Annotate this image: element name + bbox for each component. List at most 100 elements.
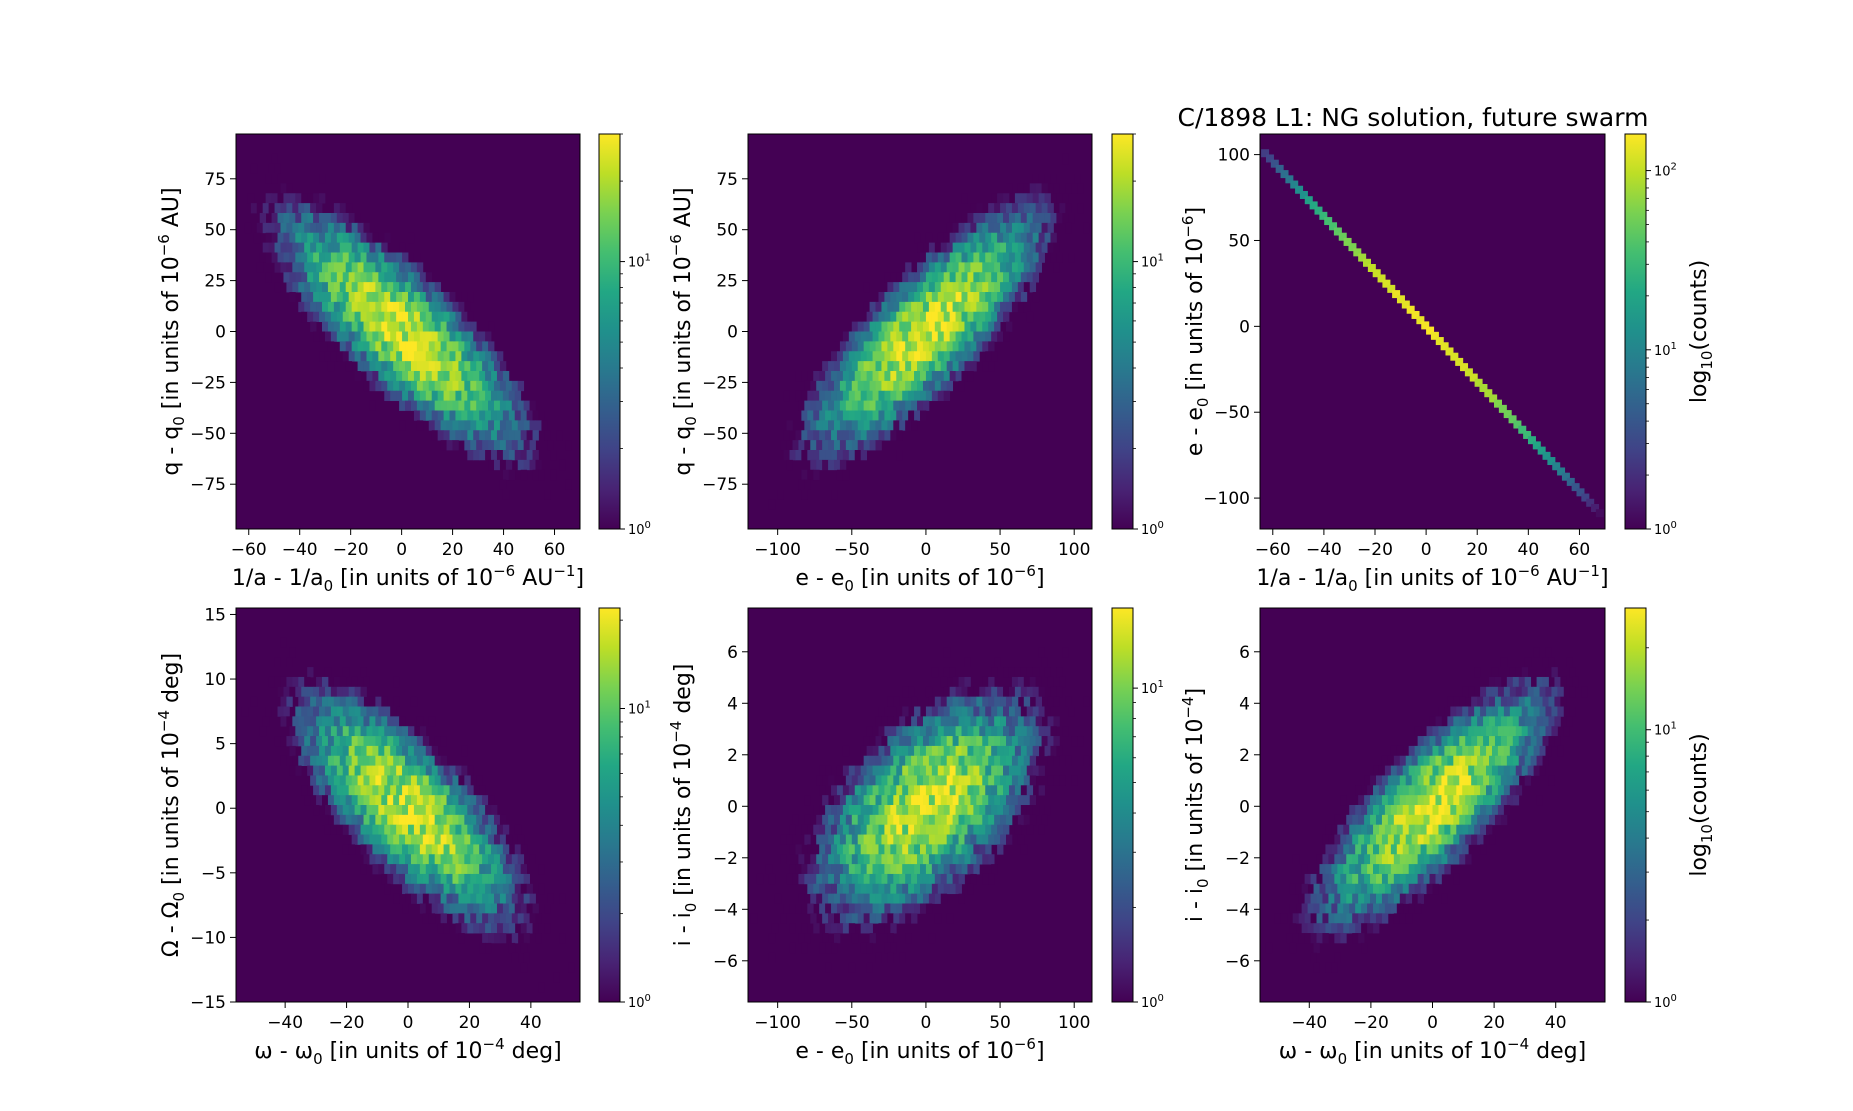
- hexbin-cell: [819, 785, 826, 796]
- hexbin-cell: [1468, 706, 1475, 717]
- hexbin-cell: [949, 667, 956, 678]
- hexbin-cell: [1426, 805, 1433, 816]
- hexbin-cell: [1447, 775, 1454, 786]
- hexbin-cell: [1489, 394, 1498, 403]
- hexbin-cell: [922, 341, 930, 352]
- hexbin-cell: [1581, 493, 1590, 502]
- hexbin-cell: [1340, 913, 1347, 924]
- hexbin-cell: [366, 371, 373, 382]
- hexbin-cell: [494, 873, 501, 885]
- hexbin-cell: [958, 893, 965, 904]
- hexbin-cell: [917, 242, 924, 253]
- hexbin-cell: [413, 292, 421, 303]
- hexbin-cell: [446, 400, 453, 411]
- hexbin-cell: [455, 864, 462, 875]
- hexbin-cell: [520, 903, 528, 914]
- hexbin-cell: [866, 351, 873, 362]
- hexbin-cell: [393, 282, 400, 293]
- hexbin-cell: [899, 321, 906, 332]
- hexbin-cell: [854, 824, 862, 835]
- hexbin-cell: [789, 450, 796, 461]
- hexbin-cell: [428, 361, 436, 372]
- hexbin-cell: [801, 824, 808, 835]
- hexbin-cell: [428, 775, 436, 786]
- hexbin-cell: [363, 222, 370, 234]
- hexbin-cell: [1500, 657, 1508, 668]
- hexbin-cell: [1441, 775, 1448, 786]
- hexbin-cell: [1026, 765, 1034, 776]
- hexbin-cell: [1469, 373, 1478, 382]
- hexbin-cell: [1414, 864, 1422, 875]
- hexbin-cell: [920, 331, 927, 342]
- hexbin-cell: [390, 844, 397, 855]
- hexbin-cell: [1358, 814, 1365, 826]
- hexbin-cell: [1512, 716, 1520, 727]
- hexbin-cell: [1438, 864, 1445, 875]
- hexbin-cell: [1426, 864, 1433, 875]
- hexbin-cell: [890, 824, 897, 835]
- hexbin-cell: [914, 805, 921, 816]
- hexbin-cell: [390, 726, 397, 737]
- hexbin-cell: [810, 913, 817, 924]
- hexbin-cell: [875, 913, 882, 924]
- hexbin-cell: [464, 873, 471, 885]
- hexbin-cell: [816, 893, 823, 904]
- hexbin-cell: [482, 795, 489, 806]
- x-tick-label: −40: [1306, 540, 1342, 560]
- hexbin-cell: [1352, 933, 1359, 944]
- hexbin-cell: [301, 706, 308, 717]
- hexbin-cell: [286, 696, 293, 707]
- hexbin-cell: [970, 854, 977, 865]
- hexbin-cell: [964, 676, 971, 688]
- hexbin-cell: [976, 716, 983, 727]
- hexbin-cell: [991, 686, 998, 698]
- hexbin-cell: [307, 706, 314, 717]
- hexbin-cell: [517, 400, 525, 411]
- hexbin-cell: [384, 252, 391, 263]
- hexbin-cell: [866, 765, 873, 776]
- hexbin-cell: [890, 292, 897, 303]
- hexbin-cell: [1340, 873, 1347, 885]
- colorbar-tick-label: 101: [628, 700, 651, 718]
- hexbin-cell: [878, 311, 885, 323]
- x-tick-label: 40: [520, 1013, 542, 1033]
- hexbin-cell: [1509, 686, 1517, 698]
- hexbin-cell: [1355, 844, 1362, 855]
- hexbin-cell: [902, 765, 909, 776]
- hexbin-cell: [455, 765, 462, 776]
- hexbin-cell: [485, 903, 492, 914]
- hexbin-cell: [872, 903, 879, 914]
- hexbin-cell: [1536, 696, 1543, 707]
- hexbin-cell: [1435, 795, 1442, 806]
- hexbin-cell: [384, 745, 391, 757]
- hexbin-cell: [902, 706, 909, 717]
- hexbin-cell: [1375, 893, 1383, 904]
- hexbin-cell: [988, 676, 995, 688]
- hexbin-cell: [1423, 795, 1430, 806]
- hexbin-cell: [1471, 716, 1478, 727]
- hexbin-cell: [949, 371, 956, 382]
- hexbin-cell: [848, 824, 856, 835]
- hexbin-cell: [991, 864, 998, 875]
- hexbin-cell: [538, 469, 545, 481]
- hexbin-cell: [476, 400, 483, 411]
- hexbin-cell: [917, 301, 924, 313]
- hexbin-cell: [310, 203, 317, 214]
- y-tick-label: −50: [190, 424, 226, 444]
- hexbin-cell: [783, 903, 790, 914]
- hexbin-cell: [997, 824, 1004, 835]
- hexbin-cell: [437, 844, 444, 855]
- hexbin-cell: [1047, 676, 1054, 688]
- hexbin-cell: [485, 430, 492, 441]
- hexbin-cell: [402, 390, 409, 402]
- hexbin-cell: [1289, 942, 1297, 954]
- hexbin-cell: [884, 864, 891, 875]
- hexbin-cell: [241, 706, 249, 717]
- hexbin-cell: [523, 893, 530, 904]
- hexbin-cell: [819, 942, 826, 954]
- hexbin-cell: [301, 213, 308, 224]
- hexbin-cell: [1044, 193, 1051, 204]
- hexbin-cell: [884, 371, 891, 382]
- hexbin-cell: [836, 390, 844, 402]
- hexbin-cell: [345, 361, 353, 372]
